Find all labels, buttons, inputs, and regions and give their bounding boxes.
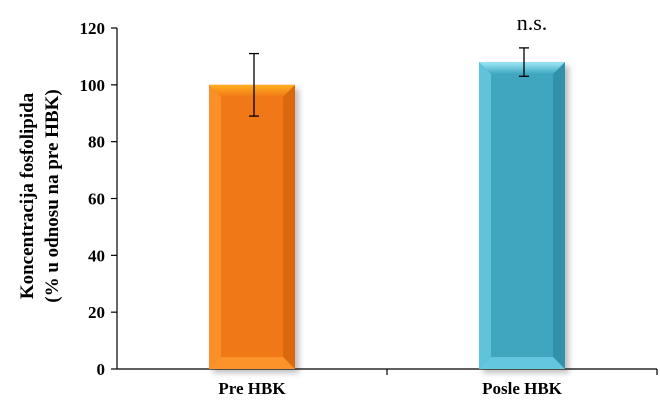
bar	[479, 62, 565, 369]
y-tick-label: 100	[80, 76, 106, 95]
y-axis-label-line1: Koncentracija fosfolipida	[17, 92, 38, 299]
x-axis-ticks: Pre HBK Posle HBK	[218, 369, 658, 398]
bar-bevel-left	[479, 62, 491, 369]
x-tick-label: Pre HBK	[218, 379, 286, 398]
bar	[209, 84, 295, 369]
error-bar	[519, 47, 529, 77]
y-tick-label: 0	[97, 360, 106, 379]
bar-bevel-left	[209, 84, 221, 369]
bar-body	[479, 62, 565, 369]
y-tick-label: 40	[88, 246, 105, 265]
bar-bevel-right	[553, 62, 565, 369]
x-tick-label: Posle HBK	[482, 379, 563, 398]
bar-bevel-right	[283, 84, 295, 369]
error-bar	[249, 52, 259, 117]
y-tick-label: 60	[88, 190, 105, 209]
bar-bevel-bottom	[479, 357, 565, 369]
y-axis-ticks: 0 20 40 60 80 100 120	[80, 19, 117, 379]
significance-annotation: n.s.	[517, 10, 548, 35]
y-axis-label: Koncentracija fosfolipida (% u odnosu na…	[17, 89, 63, 302]
y-tick-label: 80	[88, 133, 105, 152]
y-tick-label: 20	[88, 303, 105, 322]
error-bars	[249, 47, 529, 117]
bar-body	[209, 84, 295, 369]
y-tick-label: 120	[80, 19, 106, 38]
bar-bevel-bottom	[209, 357, 295, 369]
bar-bevel-top	[479, 62, 565, 75]
bar-bevel-top	[209, 84, 295, 97]
y-axis-label-line2: (% u odnosu na pre HBK)	[42, 89, 63, 302]
bars	[209, 62, 565, 369]
